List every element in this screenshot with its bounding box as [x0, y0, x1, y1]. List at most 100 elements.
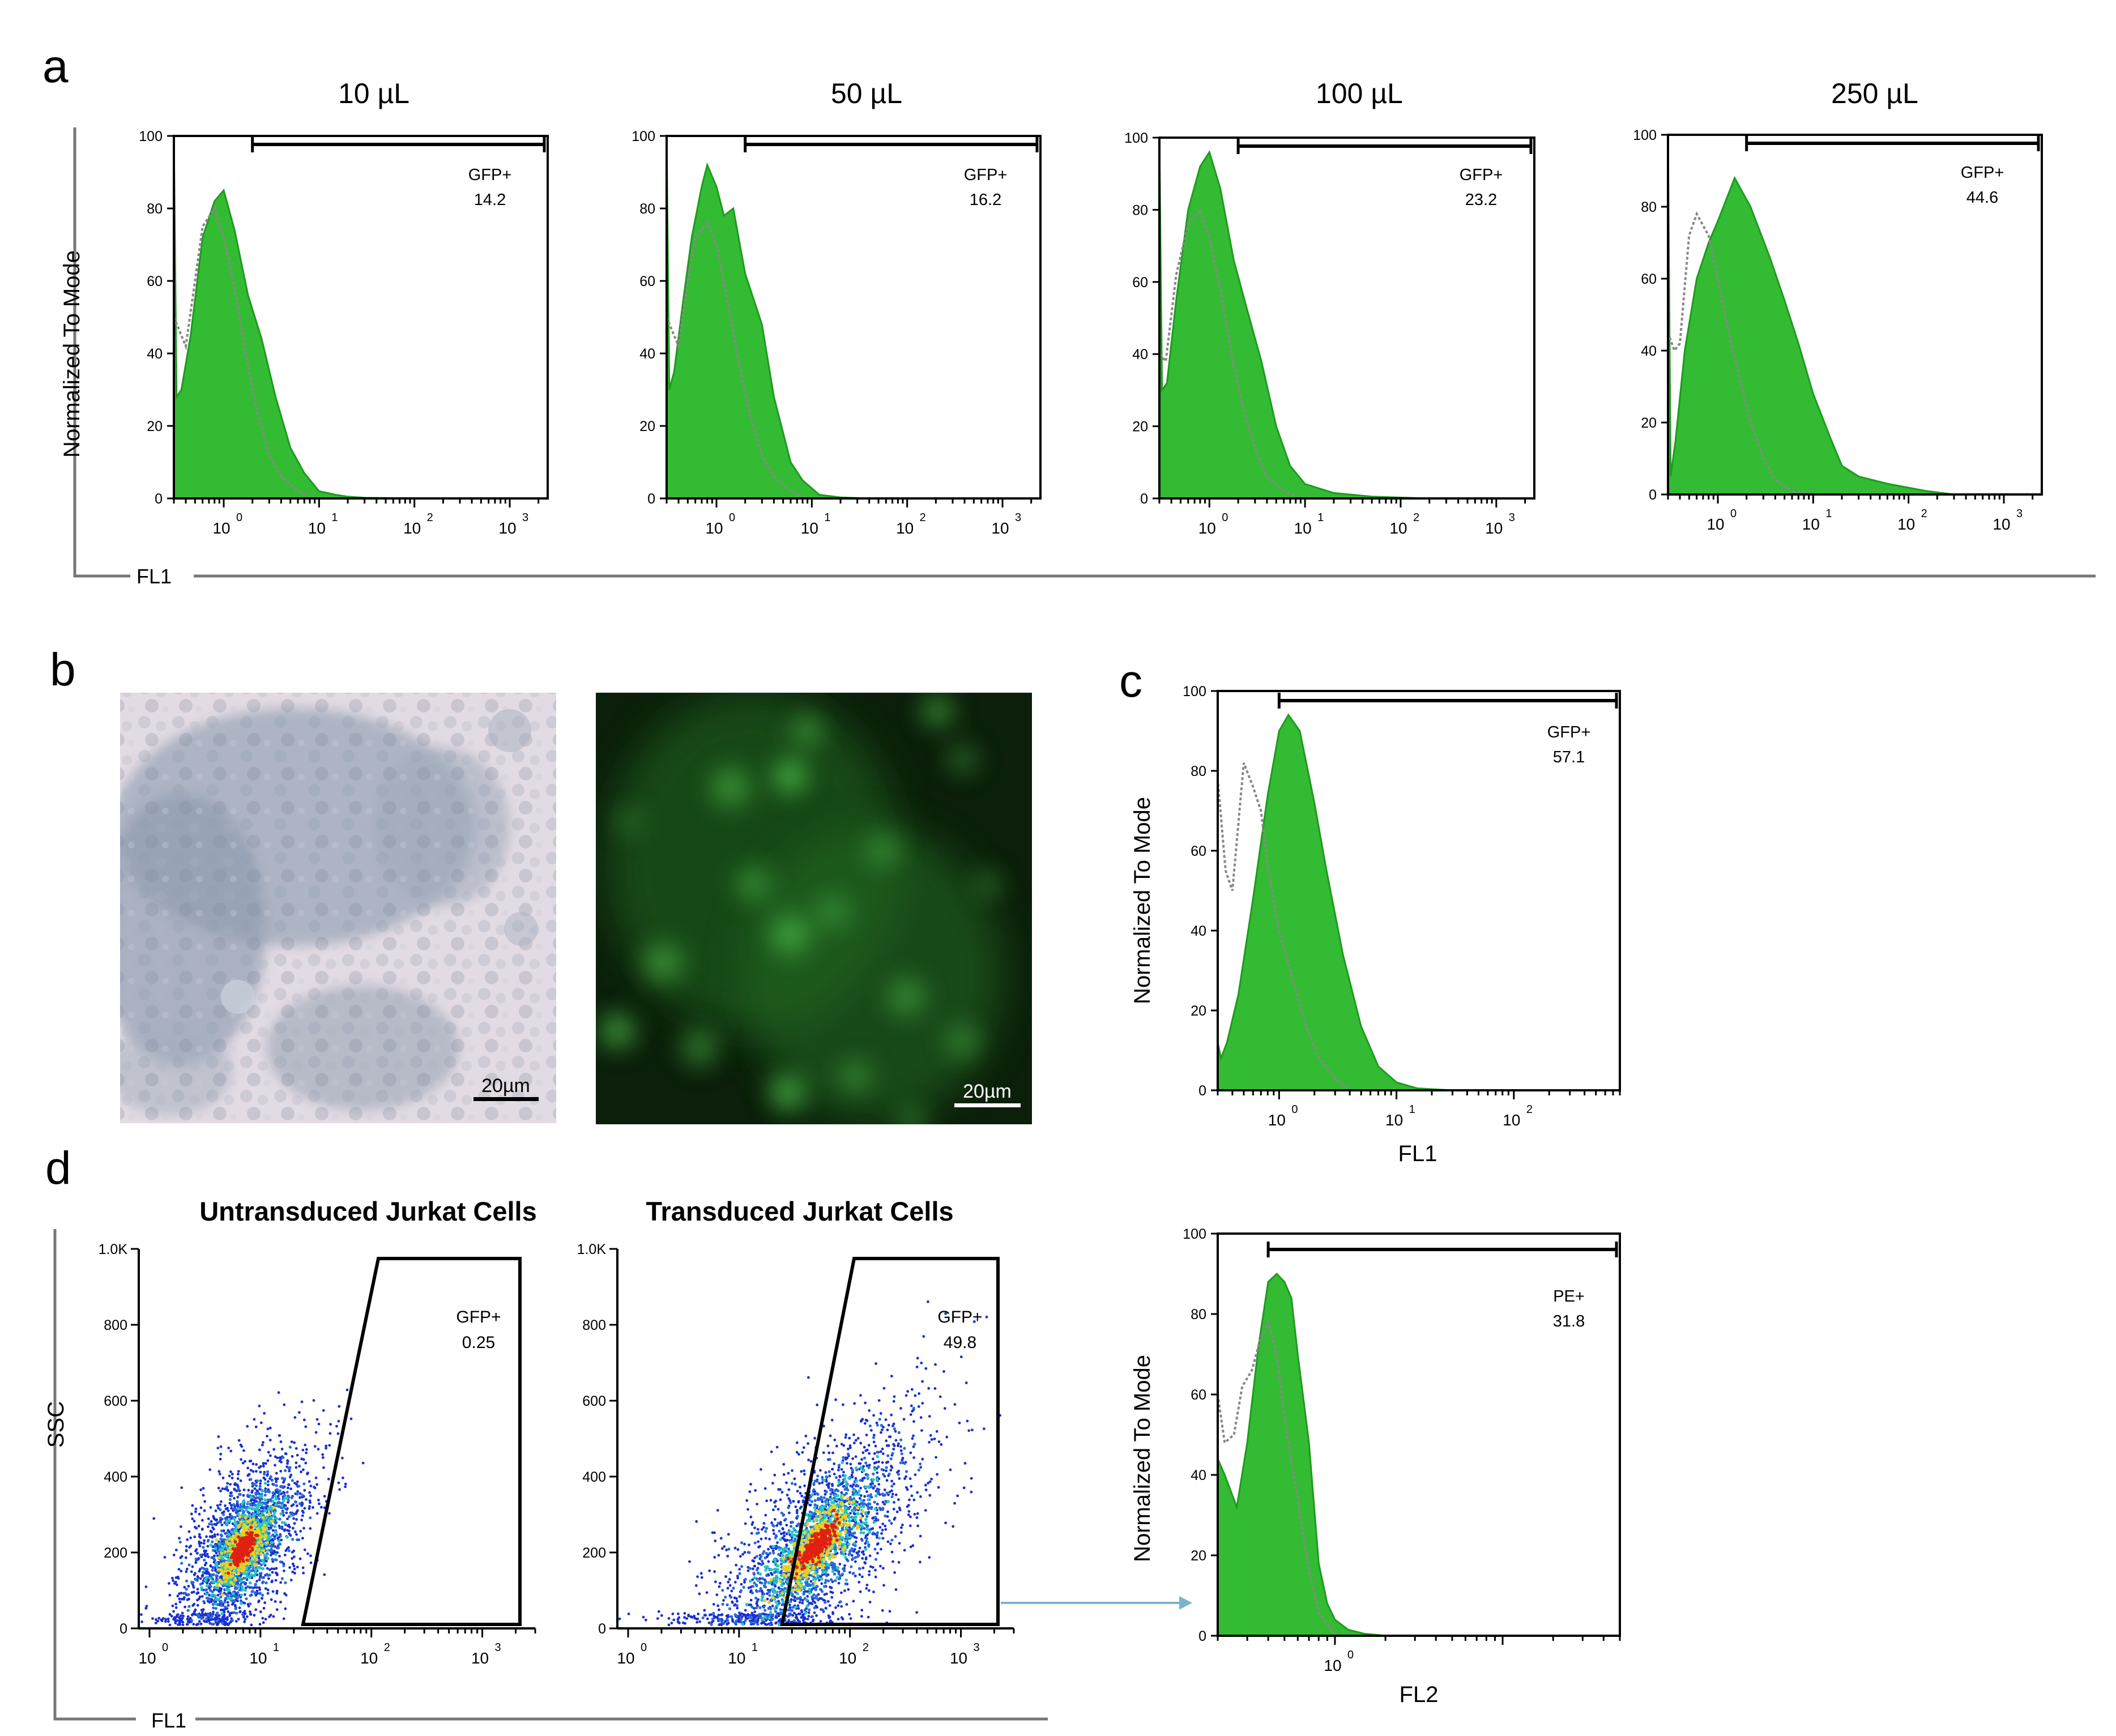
- event-dot: [897, 1561, 901, 1564]
- event-dot: [853, 1535, 856, 1539]
- scatter-title: Untransduced Jurkat Cells: [199, 1196, 537, 1226]
- event-dot: [344, 1485, 347, 1488]
- y-tick-label: 80: [1641, 199, 1657, 215]
- y-tick-label: 1.0K: [99, 1242, 128, 1257]
- event-dot: [627, 1613, 630, 1615]
- event-dot: [777, 1488, 780, 1491]
- event-dot: [255, 1479, 259, 1483]
- event-dot: [195, 1577, 199, 1581]
- event-dot: [168, 1613, 172, 1616]
- x-tick-label: 10: [801, 519, 818, 537]
- event-dot: [253, 1483, 256, 1486]
- event-dot: [315, 1418, 319, 1421]
- event-dot: [238, 1515, 242, 1519]
- event-dot: [793, 1599, 797, 1602]
- event-dot: [846, 1462, 848, 1465]
- sample-histogram: [1158, 137, 1430, 500]
- event-dot: [302, 1418, 306, 1422]
- event-dot: [881, 1500, 885, 1504]
- event-dot: [920, 1429, 923, 1432]
- event-dot: [242, 1581, 246, 1584]
- event-dot: [256, 1511, 260, 1514]
- y-tick-label: 20: [1132, 419, 1148, 435]
- event-dot: [209, 1529, 212, 1533]
- event-dot: [253, 1573, 257, 1577]
- event-dot: [275, 1480, 278, 1483]
- event-dot: [802, 1446, 805, 1449]
- event-dot: [838, 1563, 842, 1566]
- event-dot: [288, 1566, 291, 1569]
- event-dot: [221, 1487, 224, 1490]
- event-dot: [270, 1478, 274, 1482]
- event-dot: [718, 1585, 721, 1588]
- event-dot: [154, 1622, 157, 1624]
- event-dot: [214, 1544, 217, 1548]
- event-dot: [235, 1586, 238, 1590]
- event-dot: [822, 1598, 825, 1602]
- event-dot: [192, 1623, 195, 1626]
- event-dot: [838, 1475, 842, 1478]
- event-dot: [248, 1541, 251, 1545]
- event-dot: [305, 1451, 308, 1455]
- event-dot: [230, 1494, 233, 1498]
- event-dot: [754, 1614, 757, 1618]
- event-dot: [217, 1507, 220, 1510]
- x-tick-label: 10: [1993, 515, 2010, 533]
- event-dot: [198, 1540, 201, 1543]
- event-dot: [827, 1614, 830, 1618]
- event-dot: [287, 1495, 290, 1498]
- event-dot: [916, 1512, 919, 1515]
- event-dot: [328, 1512, 331, 1515]
- event-dot: [288, 1475, 292, 1479]
- event-dot: [232, 1536, 236, 1540]
- event-dot: [227, 1610, 230, 1613]
- event-dot: [840, 1605, 843, 1608]
- event-dot: [901, 1457, 905, 1460]
- event-dot: [852, 1550, 855, 1553]
- event-dot: [876, 1543, 879, 1546]
- event-dot: [231, 1522, 234, 1525]
- event-dot: [837, 1469, 840, 1471]
- event-dot: [219, 1452, 223, 1456]
- event-dot: [807, 1442, 809, 1445]
- event-dot: [217, 1590, 221, 1593]
- event-dot: [250, 1537, 254, 1541]
- event-dot: [761, 1528, 763, 1531]
- event-dot: [191, 1565, 194, 1568]
- event-dot: [209, 1506, 212, 1509]
- event-dot: [828, 1474, 831, 1478]
- event-dot: [225, 1582, 228, 1586]
- panel-a-axis-bracket: [73, 127, 2096, 578]
- event-dot: [912, 1498, 916, 1502]
- event-dot: [831, 1580, 834, 1584]
- event-dot: [782, 1532, 785, 1535]
- event-dot: [840, 1443, 843, 1446]
- event-dot: [176, 1619, 178, 1622]
- event-dot: [205, 1569, 208, 1573]
- event-dot: [306, 1472, 309, 1475]
- event-dot: [227, 1549, 231, 1553]
- event-dot: [274, 1552, 278, 1556]
- event-dot: [872, 1487, 875, 1490]
- event-dot: [211, 1535, 214, 1539]
- event-dot: [285, 1547, 289, 1550]
- event-dot: [710, 1620, 714, 1624]
- event-dot: [688, 1560, 691, 1563]
- event-dot: [193, 1535, 197, 1538]
- event-dot: [200, 1595, 204, 1598]
- event-dot: [337, 1419, 340, 1423]
- event-dot: [211, 1549, 215, 1552]
- scatter-untransduced: Untransduced Jurkat Cells 02004006008001…: [99, 1196, 537, 1667]
- event-dot: [865, 1587, 868, 1590]
- event-dot: [267, 1518, 271, 1522]
- event-dot: [269, 1554, 272, 1557]
- event-dot: [916, 1357, 919, 1360]
- event-dot: [255, 1496, 259, 1499]
- gate-value: 57.1: [1553, 748, 1585, 766]
- event-dot: [317, 1422, 321, 1426]
- event-dot: [268, 1568, 271, 1571]
- event-dot: [212, 1599, 216, 1602]
- event-dot: [286, 1517, 289, 1521]
- event-dot: [918, 1392, 921, 1395]
- event-dot: [255, 1484, 258, 1487]
